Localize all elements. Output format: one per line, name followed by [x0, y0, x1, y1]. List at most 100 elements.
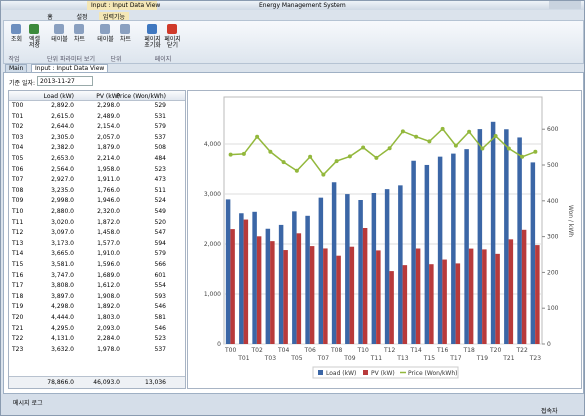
- table-cell: 2,653.0: [51, 155, 74, 162]
- bar: [411, 160, 416, 344]
- status-left[interactable]: 메시지 로그: [13, 400, 43, 407]
- bar: [415, 248, 421, 344]
- bar: [477, 129, 483, 344]
- line-point: [255, 134, 260, 139]
- ribbon-button[interactable]: 페이지 닫기: [164, 36, 181, 49]
- line-point: [374, 155, 379, 160]
- filter-label: 기준 일자:: [9, 80, 36, 87]
- line-point: [493, 134, 498, 139]
- ribbon-icon[interactable]: [120, 24, 130, 34]
- table-cell: 1,879.0: [97, 144, 120, 152]
- ribbon-icon[interactable]: [29, 24, 39, 34]
- bar: [495, 253, 500, 344]
- table-cell: 1,978.0: [97, 345, 120, 353]
- ribbon-button[interactable]: 조회: [10, 36, 23, 43]
- ribbon-icon[interactable]: [167, 24, 177, 34]
- bar: [305, 215, 310, 344]
- x-tick-label: T04: [277, 347, 289, 354]
- bar: [517, 137, 522, 344]
- x-tick-label: T15: [423, 355, 435, 362]
- table-cell: 2,927.0: [51, 176, 74, 184]
- date-value: 2013-11-27: [40, 78, 75, 85]
- table-cell: 2,320.0: [97, 208, 120, 215]
- total-cell: 78,866.0: [47, 379, 74, 386]
- x-tick-label: T08: [330, 347, 342, 354]
- line-point: [520, 154, 525, 159]
- table-cell: 547: [154, 229, 166, 237]
- table-cell: 531: [154, 112, 166, 120]
- row-header: T10: [12, 208, 24, 215]
- chart-panel: 0 1,000 2,000 3,000 4,000 0 100 200 300 400 500 600…: [187, 90, 582, 389]
- bar: [402, 265, 408, 344]
- ribbon-icon[interactable]: [147, 24, 157, 34]
- title-bar: [1, 1, 584, 10]
- total-cell: 13,036: [145, 379, 166, 386]
- table-cell: 1,911.0: [97, 176, 120, 184]
- table-cell: 4,444.0: [51, 314, 74, 321]
- bar: [504, 129, 509, 344]
- table-cell: 537: [154, 133, 166, 141]
- table-cell: 1,803.0: [97, 314, 120, 321]
- bar: [482, 249, 487, 344]
- table-cell: 601: [154, 271, 166, 279]
- table-cell: 473: [154, 176, 166, 184]
- table-cell: 1,766.0: [97, 186, 120, 194]
- ribbon-group-label: 단위 파라미터 보기: [47, 56, 95, 63]
- bar: [225, 199, 231, 344]
- ribbon-button[interactable]: 차트: [119, 36, 132, 43]
- y2-tick-label: 300: [547, 234, 559, 241]
- ribbon-button[interactable]: 엑셀 저장: [28, 36, 41, 49]
- totals-row: [9, 376, 185, 388]
- bar: [424, 164, 430, 344]
- window-controls[interactable]: [549, 1, 581, 9]
- row-header: T09: [12, 197, 24, 205]
- ribbon-icon[interactable]: [54, 24, 64, 34]
- table-cell: 2,382.0: [51, 144, 74, 152]
- table-cell: 3,173.0: [51, 239, 74, 247]
- table-cell: 594: [154, 239, 166, 247]
- ribbon-icon[interactable]: [100, 24, 110, 34]
- legend: [312, 366, 459, 379]
- document-tab[interactable]: Main: [5, 64, 28, 73]
- document-tabs: Main Input : Input Data View: [5, 64, 205, 73]
- bar: [243, 219, 249, 344]
- line-point: [453, 143, 458, 148]
- ribbon-button[interactable]: 테이블: [51, 36, 68, 43]
- y2-tick-label: 100: [547, 305, 559, 312]
- ribbon-icon[interactable]: [11, 24, 21, 34]
- context-tab-title: Input : Input Data View: [91, 2, 161, 9]
- table-cell: 2,489.0: [97, 112, 120, 120]
- x-tick-label: T16: [436, 347, 448, 354]
- ribbon-icon[interactable]: [74, 24, 84, 34]
- table-cell: 484: [154, 155, 166, 162]
- x-tick-label: T01: [237, 355, 249, 362]
- table-cell: 1,910.0: [97, 250, 120, 258]
- row-header: T04: [12, 144, 24, 152]
- ribbon-tabs: 홈 설정 입력기능: [35, 12, 185, 21]
- ribbon-button[interactable]: 차트: [73, 36, 86, 43]
- ribbon-button[interactable]: 페이지 초기화: [144, 36, 161, 49]
- row-header: T11: [12, 218, 24, 226]
- date-picker[interactable]: 2013-11-27: [37, 76, 93, 86]
- line-point: [361, 145, 366, 150]
- ribbon-button[interactable]: 테이블: [97, 36, 114, 43]
- ribbon-tab[interactable]: 홈: [47, 14, 53, 21]
- x-tick-label: T02: [250, 347, 262, 354]
- table-cell: 4,131.0: [51, 335, 74, 343]
- document-tab[interactable]: Input : Input Data View: [31, 64, 109, 73]
- table-header: [9, 91, 185, 101]
- x-tick-label: T19: [476, 355, 488, 362]
- bar: [318, 197, 324, 344]
- ribbon-tab[interactable]: 설정: [76, 14, 88, 21]
- status-bar: [1, 394, 584, 415]
- table-cell: 508: [154, 144, 166, 152]
- table-cell: 579: [154, 250, 166, 258]
- row-header: T16: [12, 271, 24, 279]
- bar: [292, 211, 297, 344]
- bar: [345, 194, 350, 344]
- ribbon-tab[interactable]: 입력기능: [99, 12, 129, 21]
- line-point: [308, 154, 313, 159]
- bar: [464, 149, 469, 344]
- table-cell: 2,305.0: [51, 133, 74, 141]
